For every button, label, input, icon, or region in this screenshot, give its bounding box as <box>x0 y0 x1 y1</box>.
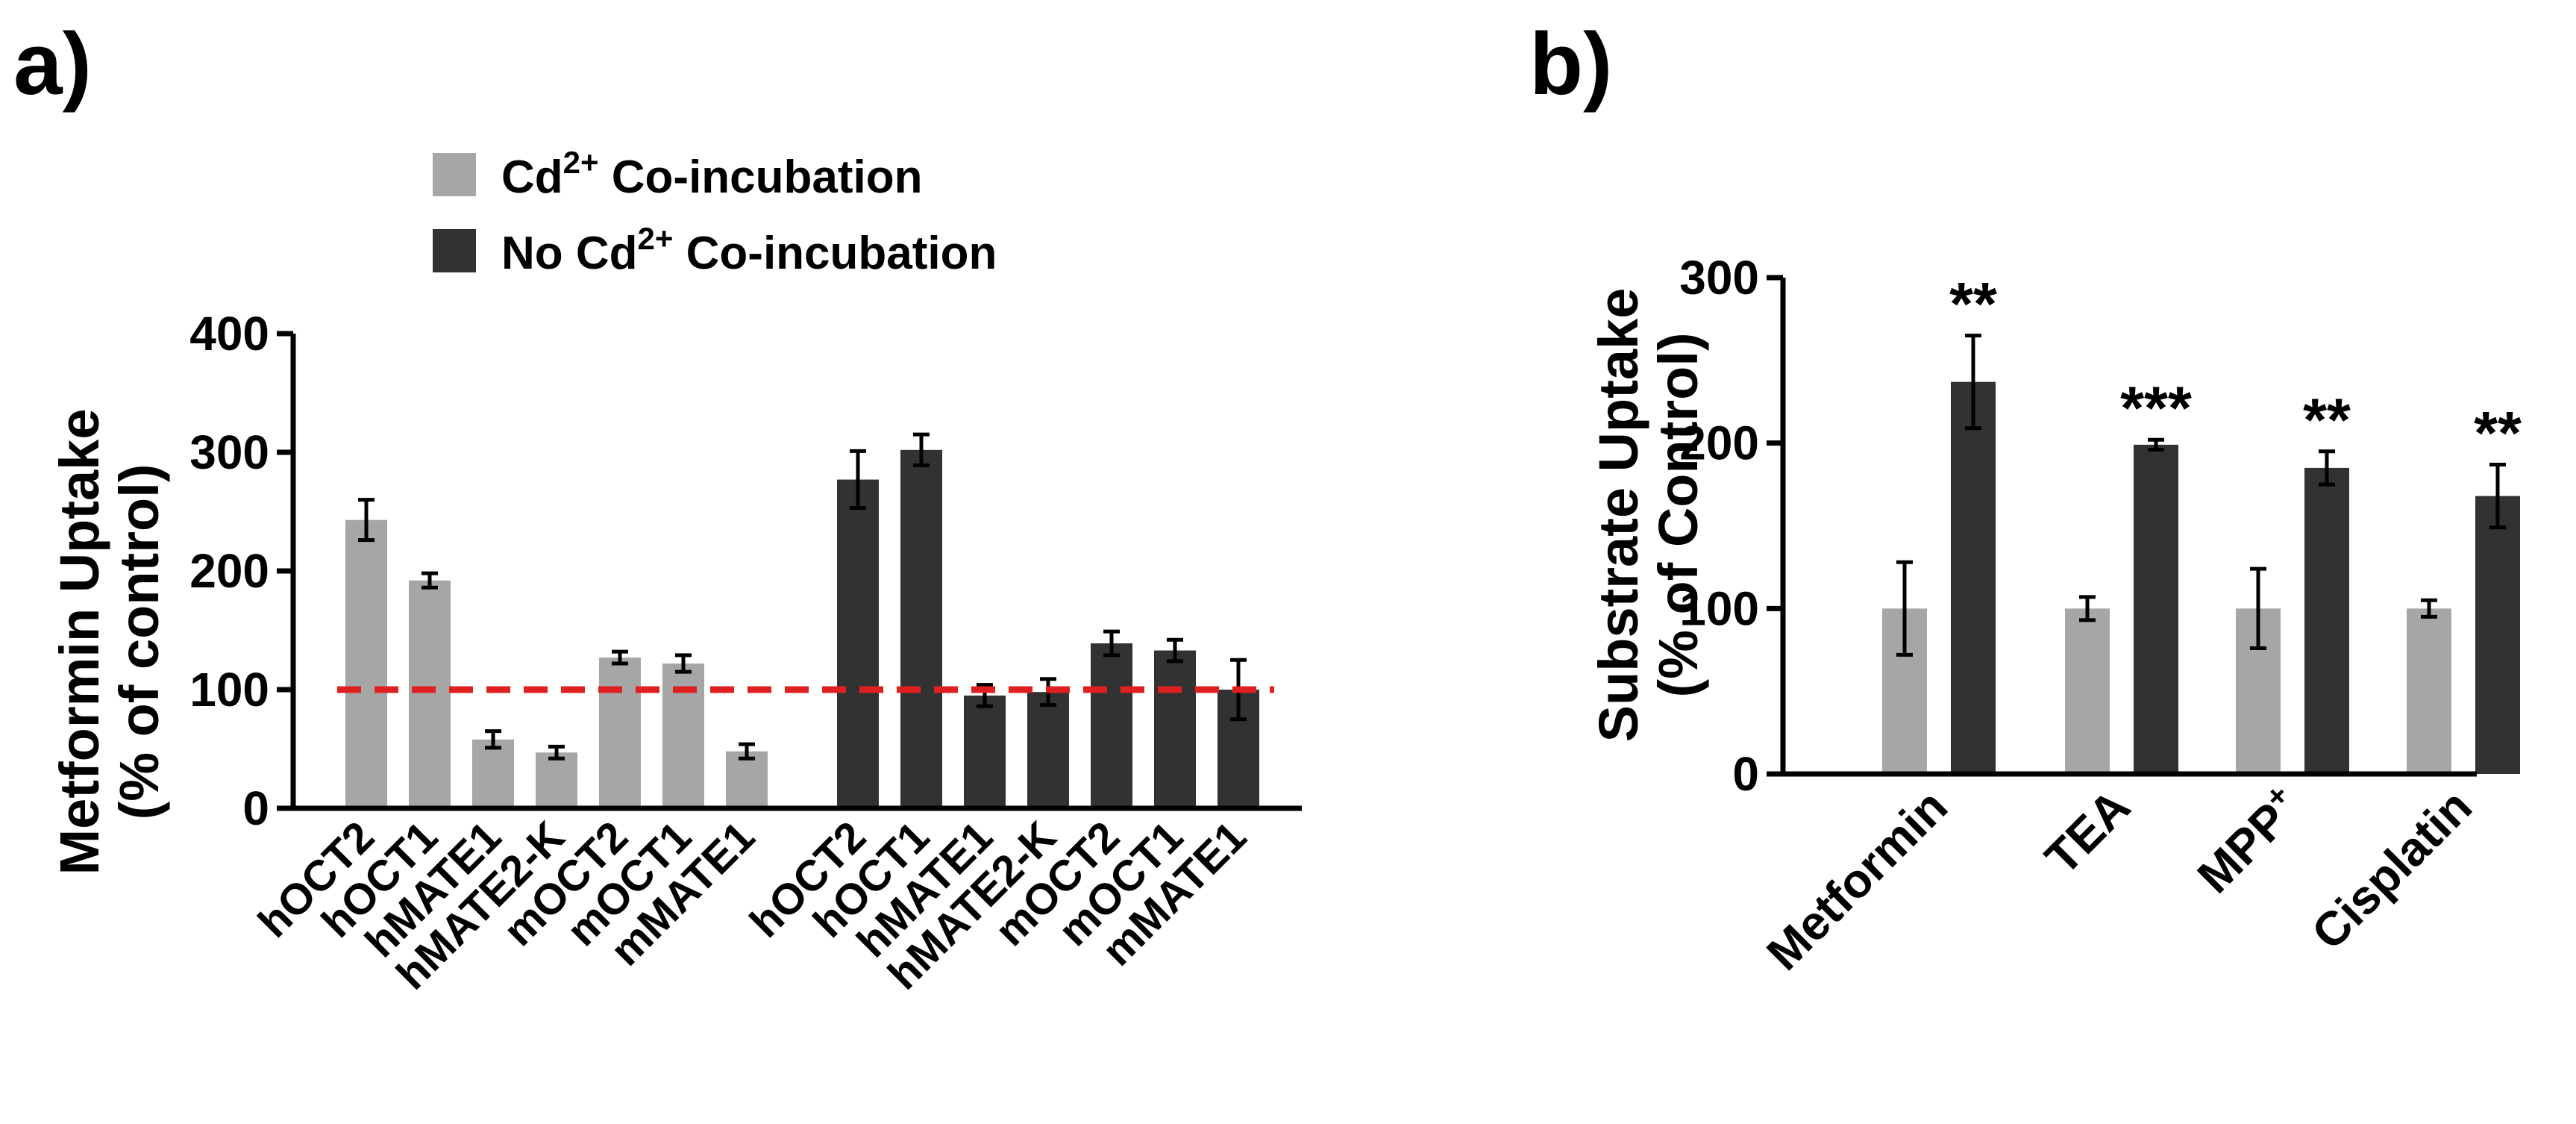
panel-a-bar-nocd-hmate1 <box>964 695 1006 808</box>
panel-a-plot: 0100200300400hOCT2hOCT1hMATE1hMATE2-KmOC… <box>189 307 1302 999</box>
panel-b-ytick-label: 200 <box>1679 416 1759 470</box>
panel-b-ylabel-line2: (% of Control) <box>1647 332 1709 697</box>
panel-a-bar-cd-hoct2 <box>345 519 387 808</box>
panel-b-significance-mpp: ** <box>2303 387 2351 455</box>
panel-b-bar-cd-cisplatin <box>2407 608 2451 774</box>
panel-b-ylabel-line1: Substrate Uptake <box>1588 288 1649 743</box>
panel-a-bar-nocd-moct1 <box>1154 650 1196 808</box>
panel-a-bar-nocd-hoct1 <box>900 449 942 808</box>
panel-b-xtick-label: TEA <box>2034 779 2140 884</box>
panel-b-label: b) <box>1529 15 1612 113</box>
panel-a-bar-cd-hmate2-k <box>536 752 577 808</box>
panel-a-bar-cd-mmate1 <box>726 751 768 808</box>
panel-b-bar-nocd-mpp <box>2304 467 2349 774</box>
panel-a-ytick-label: 100 <box>189 663 269 716</box>
panel-a-bar-nocd-hoct2 <box>837 479 879 808</box>
legend-swatch-cd <box>433 153 476 196</box>
panel-a-ytick-label: 0 <box>242 781 269 835</box>
panel-b-bar-nocd-cisplatin <box>2475 496 2520 774</box>
panel-a-bar-nocd-hmate2-k <box>1027 692 1069 808</box>
panel-a-label: a) <box>13 15 92 113</box>
legend-swatch-nocd <box>433 229 476 272</box>
panel-b-bar-nocd-tea <box>2134 444 2178 774</box>
panel-a-ytick-label: 200 <box>189 544 269 598</box>
panel-a-bar-cd-moct2 <box>599 658 641 808</box>
panel-b-xtick-label: Metformin <box>1756 779 1958 981</box>
legend-label-cd: Cd2+ Co-incubation <box>501 145 923 203</box>
panel-a-bar-cd-hoct1 <box>409 580 451 808</box>
panel-b-plot: 0 100 200 300 ** Metformin *** TEA ** MPP+ ** Cispl… <box>1679 251 2522 981</box>
panel-b-significance-metformin: ** <box>1949 271 1997 339</box>
legend: Cd2+ Co-incubation No Cd2+ Co-incubation <box>433 145 997 279</box>
panel-b-ytick-label: 100 <box>1679 581 1759 635</box>
panel-a-ylabel-line2: (% of control) <box>108 464 170 820</box>
panel-a-ytick-label: 400 <box>189 307 269 360</box>
panel-a-bar-cd-moct1 <box>662 664 704 808</box>
panel-b-bar-nocd-metformin <box>1951 381 1996 774</box>
panel-a-bar-nocd-moct2 <box>1091 643 1132 808</box>
panel-b-significance-cisplatin: ** <box>2474 399 2522 467</box>
panel-b-xtick-label: Cisplatin <box>2301 779 2482 960</box>
panel-b-xtick-label: MPP+ <box>2185 777 2311 903</box>
panel-b-bar-cd-tea <box>2065 608 2110 774</box>
panel-a-ytick-label: 300 <box>189 425 269 479</box>
panel-b-ytick-label: 0 <box>1732 747 1759 801</box>
legend-label-nocd: No Cd2+ Co-incubation <box>501 221 997 279</box>
panel-a-ylabel-line1: Metformin Uptake <box>48 409 110 875</box>
panel-b-ytick-label: 300 <box>1679 251 1759 305</box>
panel-b-significance-tea: *** <box>2120 375 2192 443</box>
panel-a-bar-cd-hmate1 <box>472 739 514 808</box>
